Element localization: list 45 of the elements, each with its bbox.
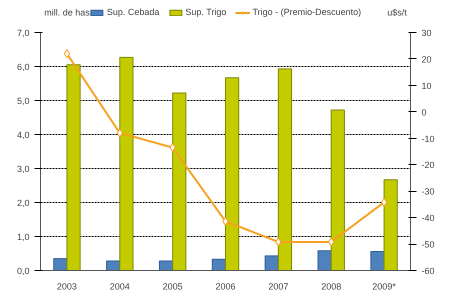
y2-tick-label: -40 (422, 213, 435, 224)
y2-tick-label: 0 (422, 107, 427, 118)
x-tick-label: 2005 (162, 282, 183, 292)
x-tick-label: 2008 (321, 282, 342, 292)
point (275, 237, 282, 246)
bar (119, 56, 134, 270)
x-tick-label: 2009* (372, 282, 396, 292)
legend-label: Sup. Cebada (106, 7, 160, 17)
y2-tick-label: 10 (422, 80, 432, 91)
y2-axis-title: u$s/t (387, 8, 408, 18)
bar (106, 260, 120, 270)
y2-tick-label: 30 (422, 28, 432, 38)
bar (53, 258, 68, 270)
y2-tick-label: -10 (422, 134, 435, 144)
y-tick-label: 6,0 (16, 62, 30, 72)
bar (278, 68, 292, 270)
bar (264, 255, 279, 270)
y2-tick-label: -20 (422, 160, 435, 170)
y-tick-label: 2,0 (16, 198, 30, 208)
y-tick-label: 5,0 (16, 96, 30, 106)
point (64, 49, 70, 58)
x-tick-label: 2003 (56, 282, 77, 292)
bar (330, 110, 345, 270)
y2-tick-label: -30 (422, 186, 435, 197)
y2-tick-label: -60 (422, 266, 435, 276)
point (380, 198, 388, 207)
point (222, 216, 229, 226)
y2-tick-label: -50 (422, 240, 435, 250)
point (169, 143, 176, 152)
bar (384, 179, 398, 270)
y2-tick-label: 20 (422, 54, 432, 64)
bar (66, 64, 81, 270)
legend-label: Sup. Trigo (185, 7, 226, 17)
x-tick-label: 2006 (215, 282, 236, 292)
x-tick-label: 2007 (268, 282, 288, 292)
y-tick-label: 7,0 (16, 28, 30, 38)
y-tick-label: 0,0 (16, 266, 30, 276)
y-axis-title: mill. de has (44, 8, 90, 18)
bar (225, 77, 240, 270)
y-tick-label: 1,0 (16, 232, 30, 242)
x-tick-label: 2004 (110, 282, 130, 292)
bar (172, 92, 186, 270)
y-tick-label: 3,0 (16, 164, 30, 174)
y-tick-label: 4,0 (16, 130, 30, 140)
legend-label: Trigo - (Premio-Descuento) (252, 7, 362, 17)
